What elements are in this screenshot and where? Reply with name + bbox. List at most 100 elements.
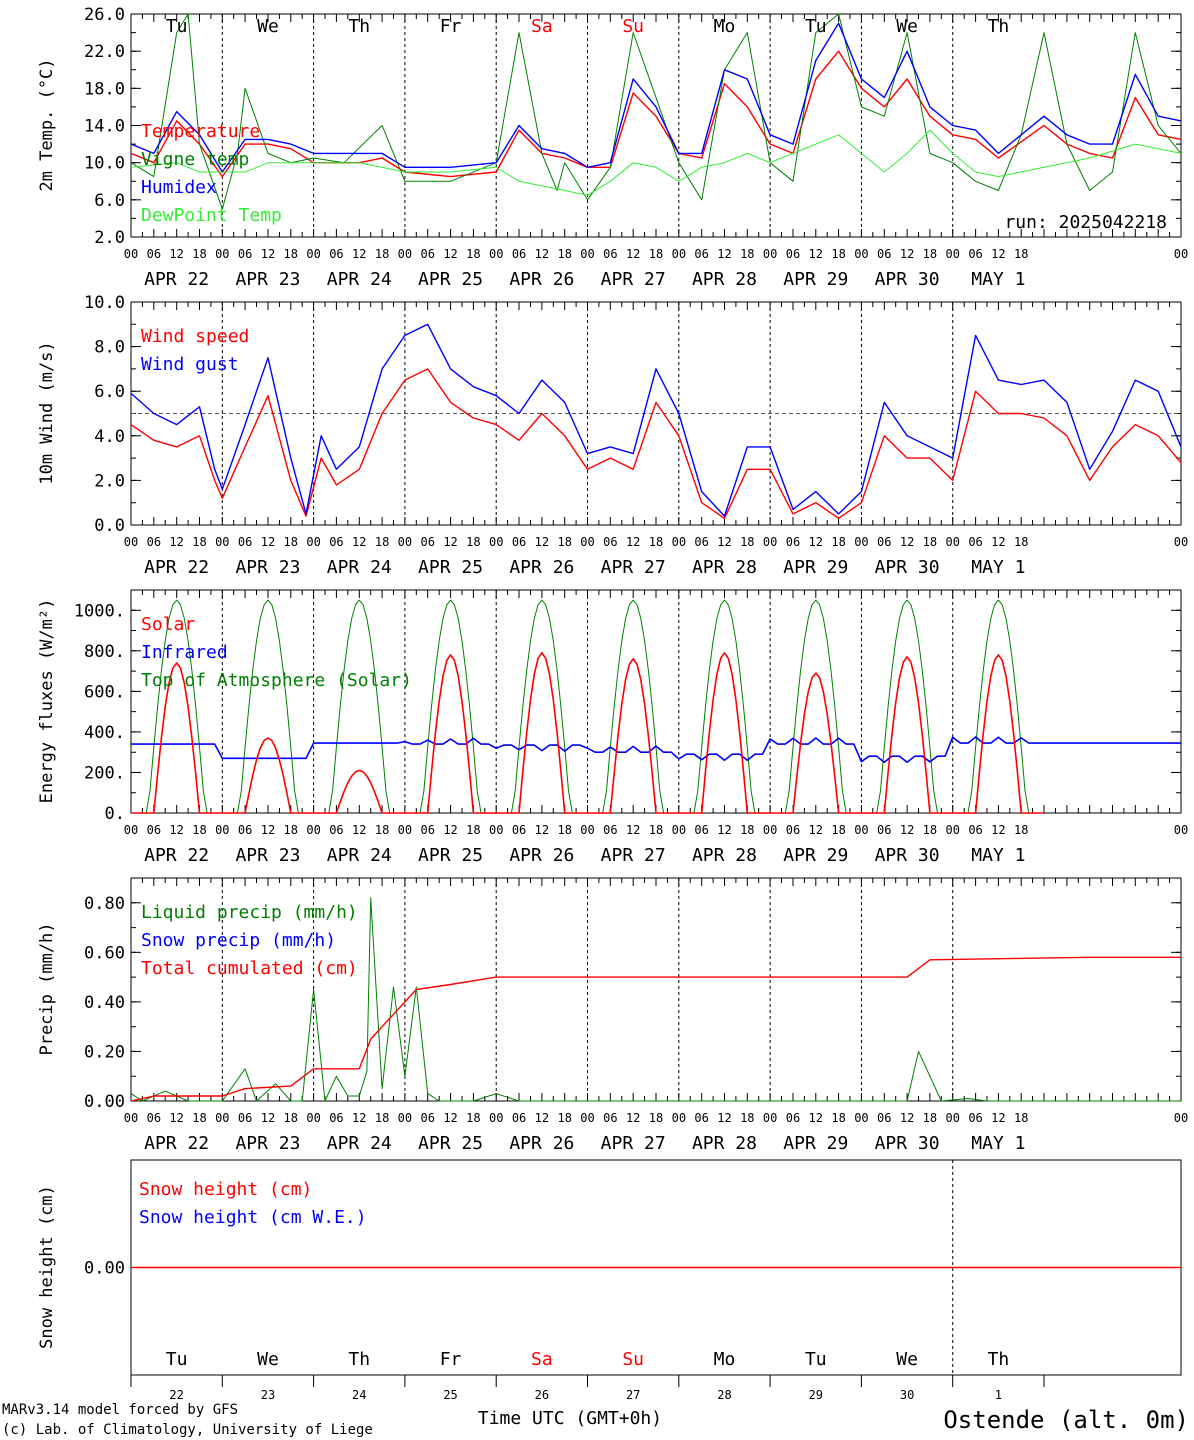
hour-label: 00 bbox=[854, 1111, 868, 1125]
hour-label: 12 bbox=[900, 823, 914, 837]
legend-entry: Snow height (cm) bbox=[139, 1179, 312, 1200]
legend-entry: Wind speed bbox=[141, 326, 249, 347]
weekday-label: We bbox=[896, 1349, 918, 1370]
hour-label: 18 bbox=[740, 535, 754, 549]
hour-label: 12 bbox=[352, 247, 366, 261]
y-tick-label: 2.0 bbox=[94, 471, 125, 491]
legend-entry: Wind gust bbox=[141, 354, 239, 375]
y-tick-label: 0.20 bbox=[84, 1042, 125, 1062]
hour-label: 00 bbox=[672, 535, 686, 549]
date-label: APR 29 bbox=[783, 1133, 848, 1154]
series-liquid-precip-mm-h- bbox=[130, 897, 1181, 1102]
day-number-label: 23 bbox=[261, 1388, 275, 1402]
series-dewpoint-temp bbox=[130, 129, 1182, 196]
panels: 2.06.010.014.018.022.026.02m Temp. (°C) T… bbox=[37, 5, 1188, 1402]
y-tick-label: 2.0 bbox=[94, 228, 125, 248]
hour-label: 06 bbox=[147, 823, 161, 837]
y-tick-label: 14.0 bbox=[84, 117, 125, 137]
date-label: APR 24 bbox=[327, 845, 392, 866]
hour-label: 00 bbox=[398, 1111, 412, 1125]
weekday-label: Th bbox=[348, 16, 370, 37]
hour-label: 06 bbox=[421, 823, 435, 837]
hour-label: 12 bbox=[352, 823, 366, 837]
hour-label: 18 bbox=[923, 823, 937, 837]
hour-label: 00 bbox=[1174, 823, 1188, 837]
day-number-label: 26 bbox=[535, 1388, 549, 1402]
hour-label: 12 bbox=[443, 535, 457, 549]
hour-label: 12 bbox=[991, 1111, 1005, 1125]
hour-label: 00 bbox=[124, 247, 138, 261]
hour-label: 12 bbox=[261, 535, 275, 549]
hour-label: 00 bbox=[946, 823, 960, 837]
y-tick-label: 0.60 bbox=[84, 943, 125, 963]
y-axis-label: Energy fluxes (W/m²) bbox=[37, 599, 57, 804]
hour-label: 00 bbox=[580, 823, 594, 837]
date-label: APR 23 bbox=[235, 269, 300, 290]
hour-label: 06 bbox=[238, 823, 252, 837]
day-number-label: 25 bbox=[443, 1388, 457, 1402]
hour-label: 00 bbox=[489, 535, 503, 549]
hour-label: 12 bbox=[535, 535, 549, 549]
y-tick-label: 400. bbox=[84, 723, 125, 743]
hour-label: 00 bbox=[489, 823, 503, 837]
weekday-label: Th bbox=[988, 16, 1010, 37]
y-tick-label: 200. bbox=[84, 763, 125, 783]
hour-label: 06 bbox=[421, 1111, 435, 1125]
weekday-label: Tu bbox=[805, 16, 827, 37]
hour-label: 18 bbox=[740, 1111, 754, 1125]
date-label: APR 26 bbox=[509, 557, 574, 578]
series-solar bbox=[131, 652, 1044, 814]
hour-label: 06 bbox=[968, 823, 982, 837]
hour-label: 00 bbox=[489, 247, 503, 261]
x-ticks bbox=[130, 590, 1182, 813]
hour-label: 12 bbox=[352, 1111, 366, 1125]
y-minor-ticks bbox=[131, 301, 1181, 526]
hour-label: 12 bbox=[717, 247, 731, 261]
y-tick-label: 6.0 bbox=[94, 382, 125, 402]
date-label: MAY 1 bbox=[971, 557, 1025, 578]
hour-label: 06 bbox=[694, 1111, 708, 1125]
series-wind-gust bbox=[130, 323, 1182, 517]
date-label: APR 23 bbox=[235, 845, 300, 866]
panel-1: 2.0 6.0 10.0 14.0 18.0 22.0 26.0 2m Temp. (°C) T… bbox=[37, 5, 1188, 290]
weekday-label: Th bbox=[348, 1349, 370, 1370]
weekday-label: Su bbox=[622, 1349, 644, 1370]
hour-label: 06 bbox=[603, 1111, 617, 1125]
hour-label: 00 bbox=[124, 823, 138, 837]
hour-label: 06 bbox=[512, 535, 526, 549]
series-humidex bbox=[130, 22, 1182, 173]
date-label: APR 30 bbox=[875, 269, 940, 290]
hour-label: 12 bbox=[443, 247, 457, 261]
date-label: APR 25 bbox=[418, 845, 483, 866]
hour-label: 12 bbox=[991, 247, 1005, 261]
panel-4: 0.00 0.20 0.40 0.60 0.80 Precip (mm/h) Liquid … bbox=[37, 877, 1188, 1154]
hour-label: 12 bbox=[717, 823, 731, 837]
hour-label: 06 bbox=[786, 535, 800, 549]
hour-label: 18 bbox=[284, 1111, 298, 1125]
hour-label: 00 bbox=[489, 1111, 503, 1125]
y-tick-label: 26.0 bbox=[84, 5, 125, 25]
y-tick-label: 0.80 bbox=[84, 894, 125, 914]
hour-label: 00 bbox=[124, 535, 138, 549]
hour-label: 12 bbox=[900, 247, 914, 261]
hour-label: 12 bbox=[626, 535, 640, 549]
weekday-label: Tu bbox=[166, 16, 188, 37]
date-label: APR 23 bbox=[235, 1133, 300, 1154]
date-label: APR 28 bbox=[692, 269, 757, 290]
hour-label: 12 bbox=[169, 535, 183, 549]
hour-label: 00 bbox=[763, 247, 777, 261]
date-label: MAY 1 bbox=[971, 845, 1025, 866]
y-axis-label: 10m Wind (m/s) bbox=[37, 341, 57, 484]
hour-label: 06 bbox=[603, 535, 617, 549]
day-number-label: 24 bbox=[352, 1388, 366, 1402]
hour-label: 00 bbox=[946, 1111, 960, 1125]
hour-label: 18 bbox=[284, 535, 298, 549]
hour-label: 06 bbox=[512, 247, 526, 261]
hour-label: 00 bbox=[946, 247, 960, 261]
hour-label: 00 bbox=[215, 247, 229, 261]
hour-label: 06 bbox=[421, 535, 435, 549]
y-axis-label: Snow height (cm) bbox=[37, 1185, 57, 1349]
legend-entry: Snow height (cm W.E.) bbox=[139, 1207, 367, 1228]
y-tick-label: 4.0 bbox=[94, 427, 125, 447]
